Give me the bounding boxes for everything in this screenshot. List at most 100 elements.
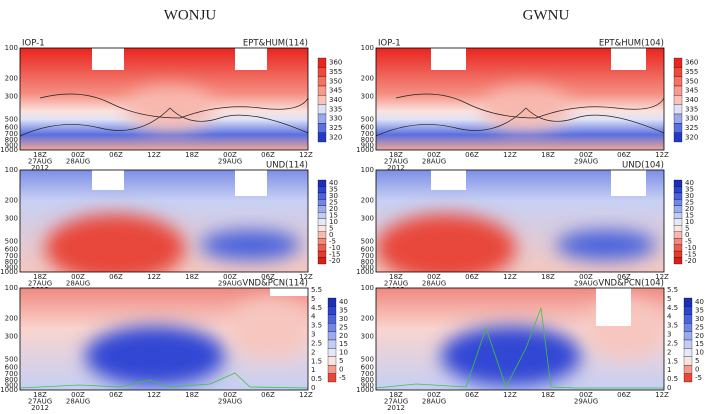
colorbar-label: 360 <box>685 59 698 67</box>
right-tick-label: 4 <box>667 313 672 321</box>
x-tick-label: 06Z <box>261 151 275 159</box>
colorbar-box <box>317 95 327 105</box>
contour <box>376 107 664 137</box>
x-tick-label: 12Z <box>655 391 669 399</box>
colorbar-box <box>683 297 693 307</box>
x-tick-label: 12Z <box>147 273 161 281</box>
colorbar-label: 30 <box>329 192 338 200</box>
colorbar-label: 15 <box>339 340 348 348</box>
right-tick-label: 3 <box>311 331 315 339</box>
colorbar-box <box>317 123 327 133</box>
colorbar-label: -15 <box>685 250 696 258</box>
x-tick-label: 28AUG <box>422 158 446 166</box>
right-tick-label: 5 <box>311 295 315 303</box>
x-tick-label: 06Z <box>109 273 123 281</box>
x-tick-label: 28AUG <box>66 398 90 406</box>
x-tick-label: 29AUG <box>574 158 598 166</box>
x-tick-label: 27AUG <box>28 280 52 288</box>
panel: IOP-1 EPT&HUM(114) 100 200 300 50060070080090… <box>0 39 342 173</box>
colorbar-label: -20 <box>685 257 696 265</box>
colorbar-box <box>317 250 327 258</box>
colorbar-label: -10 <box>329 244 340 252</box>
missing-data <box>235 170 267 196</box>
colorbar-label: -10 <box>685 244 696 252</box>
y-tick-label: 700 <box>361 130 374 138</box>
x-tick-label: 00Z <box>223 151 237 159</box>
y-tick-label: 1000 <box>356 386 374 394</box>
y-tick-label: 200 <box>361 197 374 205</box>
contour <box>20 107 308 137</box>
x-tick-label: 06Z <box>465 151 479 159</box>
x-tick-label: 28AUG <box>66 158 90 166</box>
right-tick-label: 5.5 <box>667 286 678 294</box>
y-tick-label: 1000 <box>356 268 374 276</box>
x-tick-label: 28AUG <box>422 280 446 288</box>
colorbar-box <box>327 373 337 383</box>
right-tick-label: 3.5 <box>311 322 322 330</box>
field-blob <box>230 298 308 358</box>
colorbar-box <box>317 186 327 194</box>
colorbar-box <box>327 314 337 324</box>
missing-data <box>431 48 466 70</box>
field-blob <box>200 230 300 260</box>
colorbar-label: 330 <box>685 115 698 123</box>
colorbar-label: 25 <box>329 199 338 207</box>
x-tick-label: 18Z <box>541 391 555 399</box>
colorbar-label: 10 <box>685 218 694 226</box>
colorbar-box <box>673 225 683 232</box>
frame <box>19 287 309 391</box>
y-tick-label: 500 <box>361 237 374 245</box>
x-tick-label: 29AUG <box>218 280 242 288</box>
missing-data <box>92 170 124 190</box>
y-tick-label: 700 <box>5 252 18 260</box>
x-tick-label: 18Z <box>33 273 47 281</box>
x-tick-label: 27AUG <box>384 158 408 166</box>
missing-data <box>235 48 267 70</box>
x-tick-label: 06Z <box>617 273 631 281</box>
colorbar-box <box>673 199 683 206</box>
colorbar-box <box>673 231 683 239</box>
x-tick-label: 06Z <box>465 273 479 281</box>
colorbar-label: -20 <box>329 257 340 265</box>
y-tick-label: 500 <box>5 355 18 363</box>
colorbar-box <box>683 331 693 341</box>
field-blob <box>376 214 516 272</box>
panel: UND(114)100200300500600700800900100018Z2… <box>0 161 340 295</box>
right-tick-label: 4.5 <box>311 304 322 312</box>
y-tick-label: 800 <box>361 258 374 266</box>
colorbar-box <box>317 225 327 232</box>
x-tick-label: 00Z <box>71 391 85 399</box>
colorbar-label: 325 <box>329 124 342 132</box>
x-tick-label: 27AUG <box>28 398 52 406</box>
y-tick-label: 200 <box>5 315 18 323</box>
colorbar-label: -5 <box>685 237 692 245</box>
colorbar-box <box>673 238 683 245</box>
colorbar-label: 25 <box>339 323 348 331</box>
colorbar-label: 320 <box>329 133 342 141</box>
colorbar-label: 40 <box>685 179 694 187</box>
x-tick-label: 12Z <box>503 391 517 399</box>
colorbar-box <box>317 104 327 115</box>
colorbar-box <box>317 244 327 252</box>
y-tick-label: 900 <box>5 141 18 149</box>
colorbar-box <box>317 113 327 124</box>
colorbar-label: 20 <box>685 205 694 213</box>
x-tick-label: 00Z <box>223 273 237 281</box>
x-tick-label: 2012 <box>387 164 405 172</box>
y-tick-label: 600 <box>361 363 374 371</box>
x-tick-label: 06Z <box>109 391 123 399</box>
colorbar-label: 10 <box>339 349 348 357</box>
colorbar-label: 340 <box>329 96 342 104</box>
y-tick-label: 700 <box>5 370 18 378</box>
colorbar-label: 15 <box>685 212 694 220</box>
right-tick-label: 3 <box>667 331 671 339</box>
right-tick-label: 2 <box>667 348 671 356</box>
colorbar-box <box>317 231 327 239</box>
colorbar-box <box>317 199 327 206</box>
x-tick-label: 12Z <box>655 151 669 159</box>
x-tick-label: 00Z <box>427 151 441 159</box>
frame <box>375 47 665 151</box>
y-tick-label: 700 <box>361 252 374 260</box>
right-tick-label: 0.5 <box>667 375 678 383</box>
